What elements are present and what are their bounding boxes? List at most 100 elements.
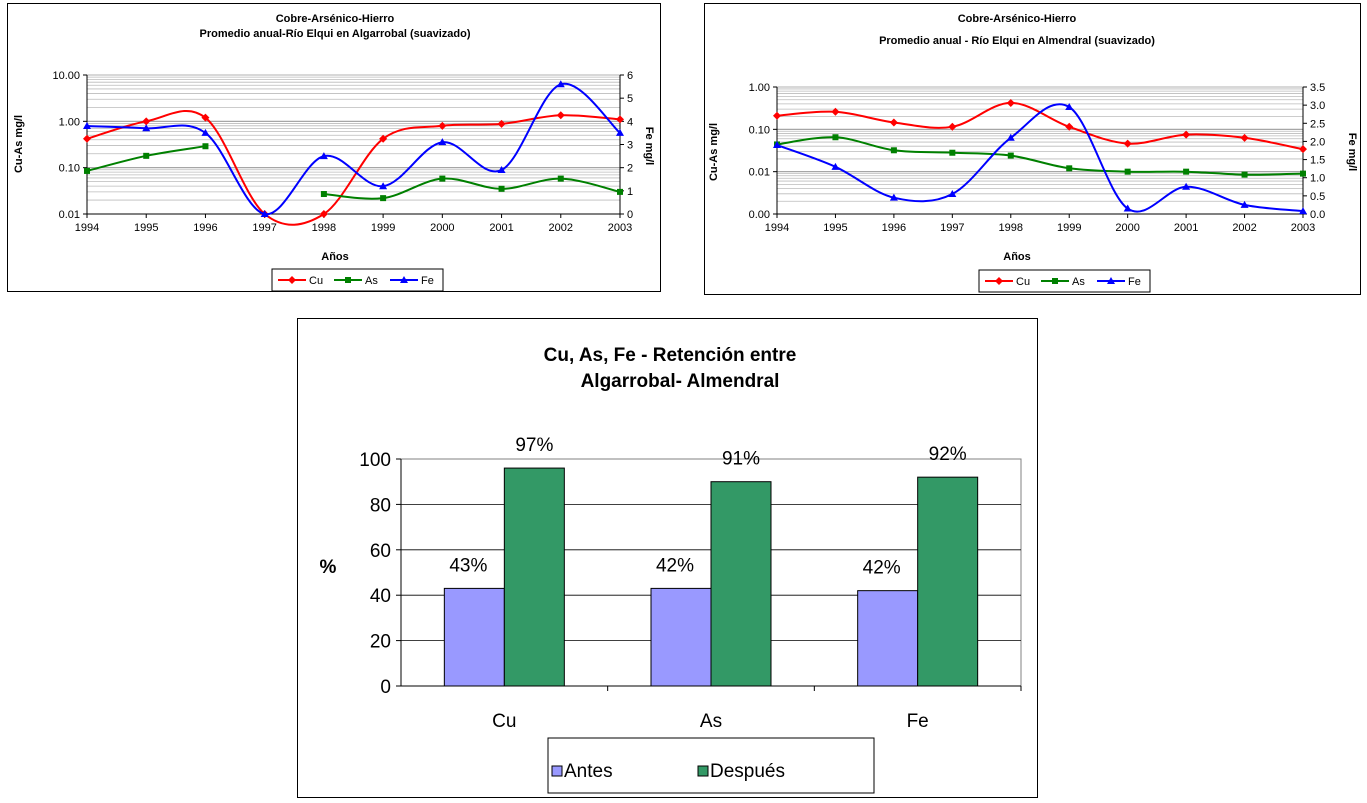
data-point: [400, 276, 408, 283]
y-tick-label: 10.00: [52, 70, 80, 82]
y-tick-label: 1.00: [59, 116, 80, 128]
data-point: [889, 118, 898, 127]
x-tick-label: 2001: [1174, 222, 1198, 234]
x-tick-label: 1994: [765, 222, 789, 234]
series-line-as: [776, 136, 1304, 176]
data-point: [948, 122, 957, 131]
data-point: [345, 277, 351, 283]
data-point: [497, 119, 506, 128]
series-line-cu: [776, 101, 1304, 151]
chart-almendral: Cobre-Arsénico-Hierro Promedio anual - R…: [704, 3, 1361, 295]
data-point: [83, 134, 91, 143]
y-tick-label: 60: [370, 541, 391, 562]
series-line-as: [323, 177, 621, 200]
chart-almendral-svg: Cobre-Arsénico-Hierro Promedio anual - R…: [708, 13, 1358, 293]
y2-tick-label: 2.5: [1310, 118, 1325, 130]
data-label: 91%: [722, 449, 760, 470]
bar-antes: [650, 587, 712, 687]
bar-después: [503, 467, 565, 687]
series-line-cu: [86, 109, 621, 226]
bar-después: [710, 481, 772, 687]
legend-label-cu: Cu: [309, 275, 323, 287]
legend-swatch-antes: [551, 765, 563, 777]
data-point: [890, 147, 897, 154]
data-point: [379, 134, 388, 143]
chart-title: Cobre-Arsénico-Hierro: [276, 13, 395, 25]
x-tick-label: 1998: [999, 222, 1023, 234]
data-point: [1183, 168, 1190, 175]
x-tick-label: 2001: [489, 222, 513, 234]
x-tick-label: 1999: [371, 222, 395, 234]
data-point: [949, 149, 956, 156]
x-tick-label: 1996: [193, 222, 217, 234]
x-tick-label: 2003: [608, 222, 632, 234]
y-tick-label: 0.01: [59, 209, 80, 221]
legend-label-antes: Antes: [564, 761, 613, 782]
y2-tick-label: 2.0: [1310, 136, 1325, 148]
x-tick-label: 1996: [882, 222, 906, 234]
data-point: [889, 193, 898, 201]
data-point: [1066, 165, 1073, 172]
x-tick-label: 2003: [1291, 222, 1315, 234]
x-tick-label: 1998: [312, 222, 336, 234]
chart-title: Cu, As, Fe - Retención entre: [544, 345, 797, 366]
y2-tick-label: 0.5: [1310, 191, 1325, 203]
data-point: [1182, 182, 1191, 190]
data-point: [260, 210, 269, 217]
x-tick-label: As: [700, 711, 722, 732]
y-tick-label: 0: [380, 677, 391, 698]
legend-label-cu: Cu: [1016, 276, 1030, 288]
legend-swatch-después: [697, 765, 709, 777]
data-point: [995, 277, 1003, 285]
x-tick-label: 1997: [252, 222, 276, 234]
y-tick-label: 0.00: [749, 209, 770, 221]
data-point: [616, 128, 624, 136]
data-point: [142, 124, 151, 132]
x-tick-label: Cu: [492, 711, 516, 732]
y2-axis-label: Fe mg/l: [1346, 133, 1358, 172]
data-point: [1182, 130, 1191, 139]
data-point: [1123, 139, 1132, 148]
data-label: 43%: [449, 555, 487, 576]
data-point: [1299, 207, 1307, 215]
data-point: [201, 128, 210, 136]
data-point: [143, 152, 150, 159]
chart-algarrobal: Cobre-Arsénico-Hierro Promedio anual-Río…: [7, 3, 661, 292]
x-tick-label: 2000: [1115, 222, 1139, 234]
x-tick-label: 1995: [134, 222, 158, 234]
chart-subtitle: Promedio anual-Río Elqui en Algarrobal (…: [200, 28, 471, 40]
legend-label-fe: Fe: [421, 275, 434, 287]
y2-axis-label: Fe mg/l: [643, 127, 655, 166]
data-point: [438, 138, 447, 146]
chart-algarrobal-svg: Cobre-Arsénico-Hierro Promedio anual-Río…: [13, 13, 655, 292]
data-point: [202, 143, 209, 150]
data-point: [320, 191, 327, 198]
data-point: [1052, 278, 1058, 284]
data-point: [832, 134, 839, 141]
data-label: 92%: [929, 444, 967, 465]
y-axis-label: Cu-As mg/l: [708, 123, 720, 181]
series-line-fe: [776, 103, 1304, 213]
data-point: [498, 185, 505, 192]
data-point: [557, 175, 564, 182]
y2-tick-label: 3: [627, 140, 633, 152]
bar-antes: [443, 587, 505, 687]
data-point: [556, 111, 565, 120]
y2-tick-label: 1.0: [1310, 173, 1325, 185]
data-point: [1107, 277, 1115, 284]
data-point: [319, 210, 328, 218]
chart-subtitle: Algarrobal- Almendral: [581, 371, 780, 392]
data-point: [1241, 171, 1248, 178]
x-axis-label: Años: [1003, 251, 1031, 263]
chart-subtitle: Promedio anual - Río Elqui en Almendral …: [879, 35, 1155, 47]
y-tick-label: 0.10: [59, 163, 80, 175]
data-label: 42%: [656, 555, 694, 576]
y-tick-label: 80: [370, 495, 391, 516]
y-axis-label: %: [320, 557, 337, 578]
data-point: [1006, 98, 1015, 107]
data-point: [1006, 133, 1015, 141]
chart-title: Cobre-Arsénico-Hierro: [958, 13, 1077, 25]
data-point: [617, 188, 623, 195]
bar-después: [917, 476, 979, 687]
data-point: [438, 121, 447, 130]
